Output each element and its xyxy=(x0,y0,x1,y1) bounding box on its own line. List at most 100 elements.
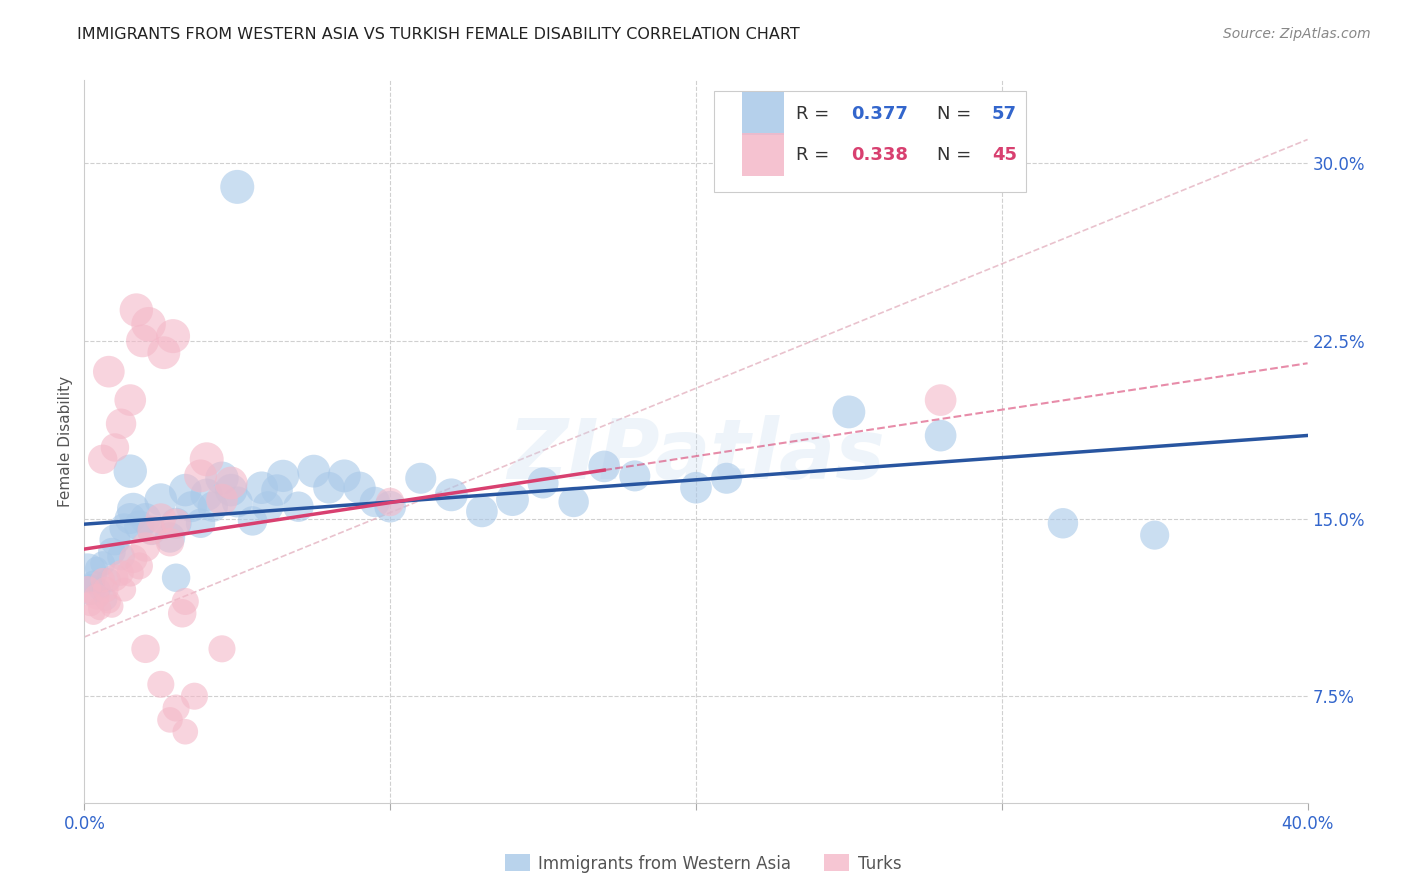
Point xyxy=(502,492,524,507)
Text: Source: ZipAtlas.com: Source: ZipAtlas.com xyxy=(1223,27,1371,41)
Point xyxy=(471,504,494,518)
Point xyxy=(440,488,463,502)
Point xyxy=(929,393,952,408)
Point xyxy=(79,597,101,611)
Point xyxy=(97,594,120,608)
Point xyxy=(97,365,120,379)
Point xyxy=(593,459,616,474)
Point xyxy=(165,516,187,531)
Point xyxy=(242,514,264,528)
Point xyxy=(195,488,218,502)
Point xyxy=(101,544,124,558)
Point xyxy=(174,594,197,608)
Text: IMMIGRANTS FROM WESTERN ASIA VS TURKISH FEMALE DISABILITY CORRELATION CHART: IMMIGRANTS FROM WESTERN ASIA VS TURKISH … xyxy=(77,27,800,42)
Text: N =: N = xyxy=(936,105,977,123)
Point xyxy=(149,677,172,691)
Point xyxy=(685,481,707,495)
Point xyxy=(364,495,387,509)
Point xyxy=(110,549,132,564)
Point xyxy=(149,492,172,507)
Point xyxy=(86,590,108,604)
Text: R =: R = xyxy=(796,145,835,164)
Point xyxy=(86,561,108,575)
Point xyxy=(380,500,402,514)
Point xyxy=(201,500,224,514)
Point xyxy=(122,551,145,566)
Point xyxy=(266,483,288,497)
Point xyxy=(141,524,163,538)
Point xyxy=(226,495,249,509)
Point xyxy=(165,516,187,531)
Point xyxy=(91,557,114,571)
Point xyxy=(211,492,233,507)
Legend: Immigrants from Western Asia, Turks: Immigrants from Western Asia, Turks xyxy=(498,847,908,880)
Point xyxy=(1052,516,1074,531)
Point xyxy=(211,641,233,656)
Point xyxy=(190,516,212,531)
Point xyxy=(125,303,148,318)
Text: 0.338: 0.338 xyxy=(851,145,908,164)
Point xyxy=(838,405,860,419)
Point xyxy=(89,582,111,597)
Text: 0.377: 0.377 xyxy=(851,105,908,123)
Point xyxy=(120,464,142,478)
Point xyxy=(79,582,101,597)
Point xyxy=(138,318,160,332)
Point xyxy=(94,582,117,597)
FancyBboxPatch shape xyxy=(742,133,785,176)
Point xyxy=(76,582,98,597)
Point xyxy=(83,607,105,621)
Point xyxy=(183,689,205,703)
Point xyxy=(120,393,142,408)
Point xyxy=(101,599,124,614)
Point xyxy=(128,518,150,533)
Point xyxy=(333,469,356,483)
Point xyxy=(302,464,325,478)
Point xyxy=(190,469,212,483)
Point xyxy=(174,724,197,739)
Point xyxy=(76,566,98,580)
Point xyxy=(120,511,142,525)
Point xyxy=(318,481,340,495)
Point xyxy=(1143,528,1166,542)
Point xyxy=(135,540,157,554)
Point xyxy=(219,475,242,490)
Point xyxy=(159,713,181,727)
Point xyxy=(159,535,181,549)
Text: 45: 45 xyxy=(993,145,1017,164)
Point xyxy=(104,571,127,585)
Point xyxy=(531,475,554,490)
Point xyxy=(153,345,176,359)
Point xyxy=(159,531,181,545)
Point xyxy=(131,334,153,348)
Point xyxy=(104,533,127,547)
Point xyxy=(174,483,197,497)
Point xyxy=(112,521,135,535)
Point xyxy=(226,180,249,194)
Point xyxy=(716,471,738,485)
Point xyxy=(110,417,132,431)
Y-axis label: Female Disability: Female Disability xyxy=(58,376,73,508)
Point xyxy=(162,329,184,343)
Point xyxy=(219,483,242,497)
Point xyxy=(349,481,371,495)
Point xyxy=(120,566,142,580)
Point xyxy=(122,502,145,516)
Text: ZIPatlas: ZIPatlas xyxy=(508,416,884,497)
Point xyxy=(94,592,117,607)
Point xyxy=(165,571,187,585)
Point xyxy=(91,452,114,467)
Point xyxy=(165,701,187,715)
Point xyxy=(287,500,309,514)
Text: 57: 57 xyxy=(993,105,1017,123)
Point xyxy=(250,481,273,495)
Point xyxy=(257,500,280,514)
Point xyxy=(149,511,172,525)
Point xyxy=(112,582,135,597)
Point xyxy=(135,511,157,525)
Point xyxy=(89,601,111,615)
Point xyxy=(104,441,127,455)
Point xyxy=(562,495,585,509)
Point xyxy=(128,558,150,573)
Text: N =: N = xyxy=(936,145,977,164)
